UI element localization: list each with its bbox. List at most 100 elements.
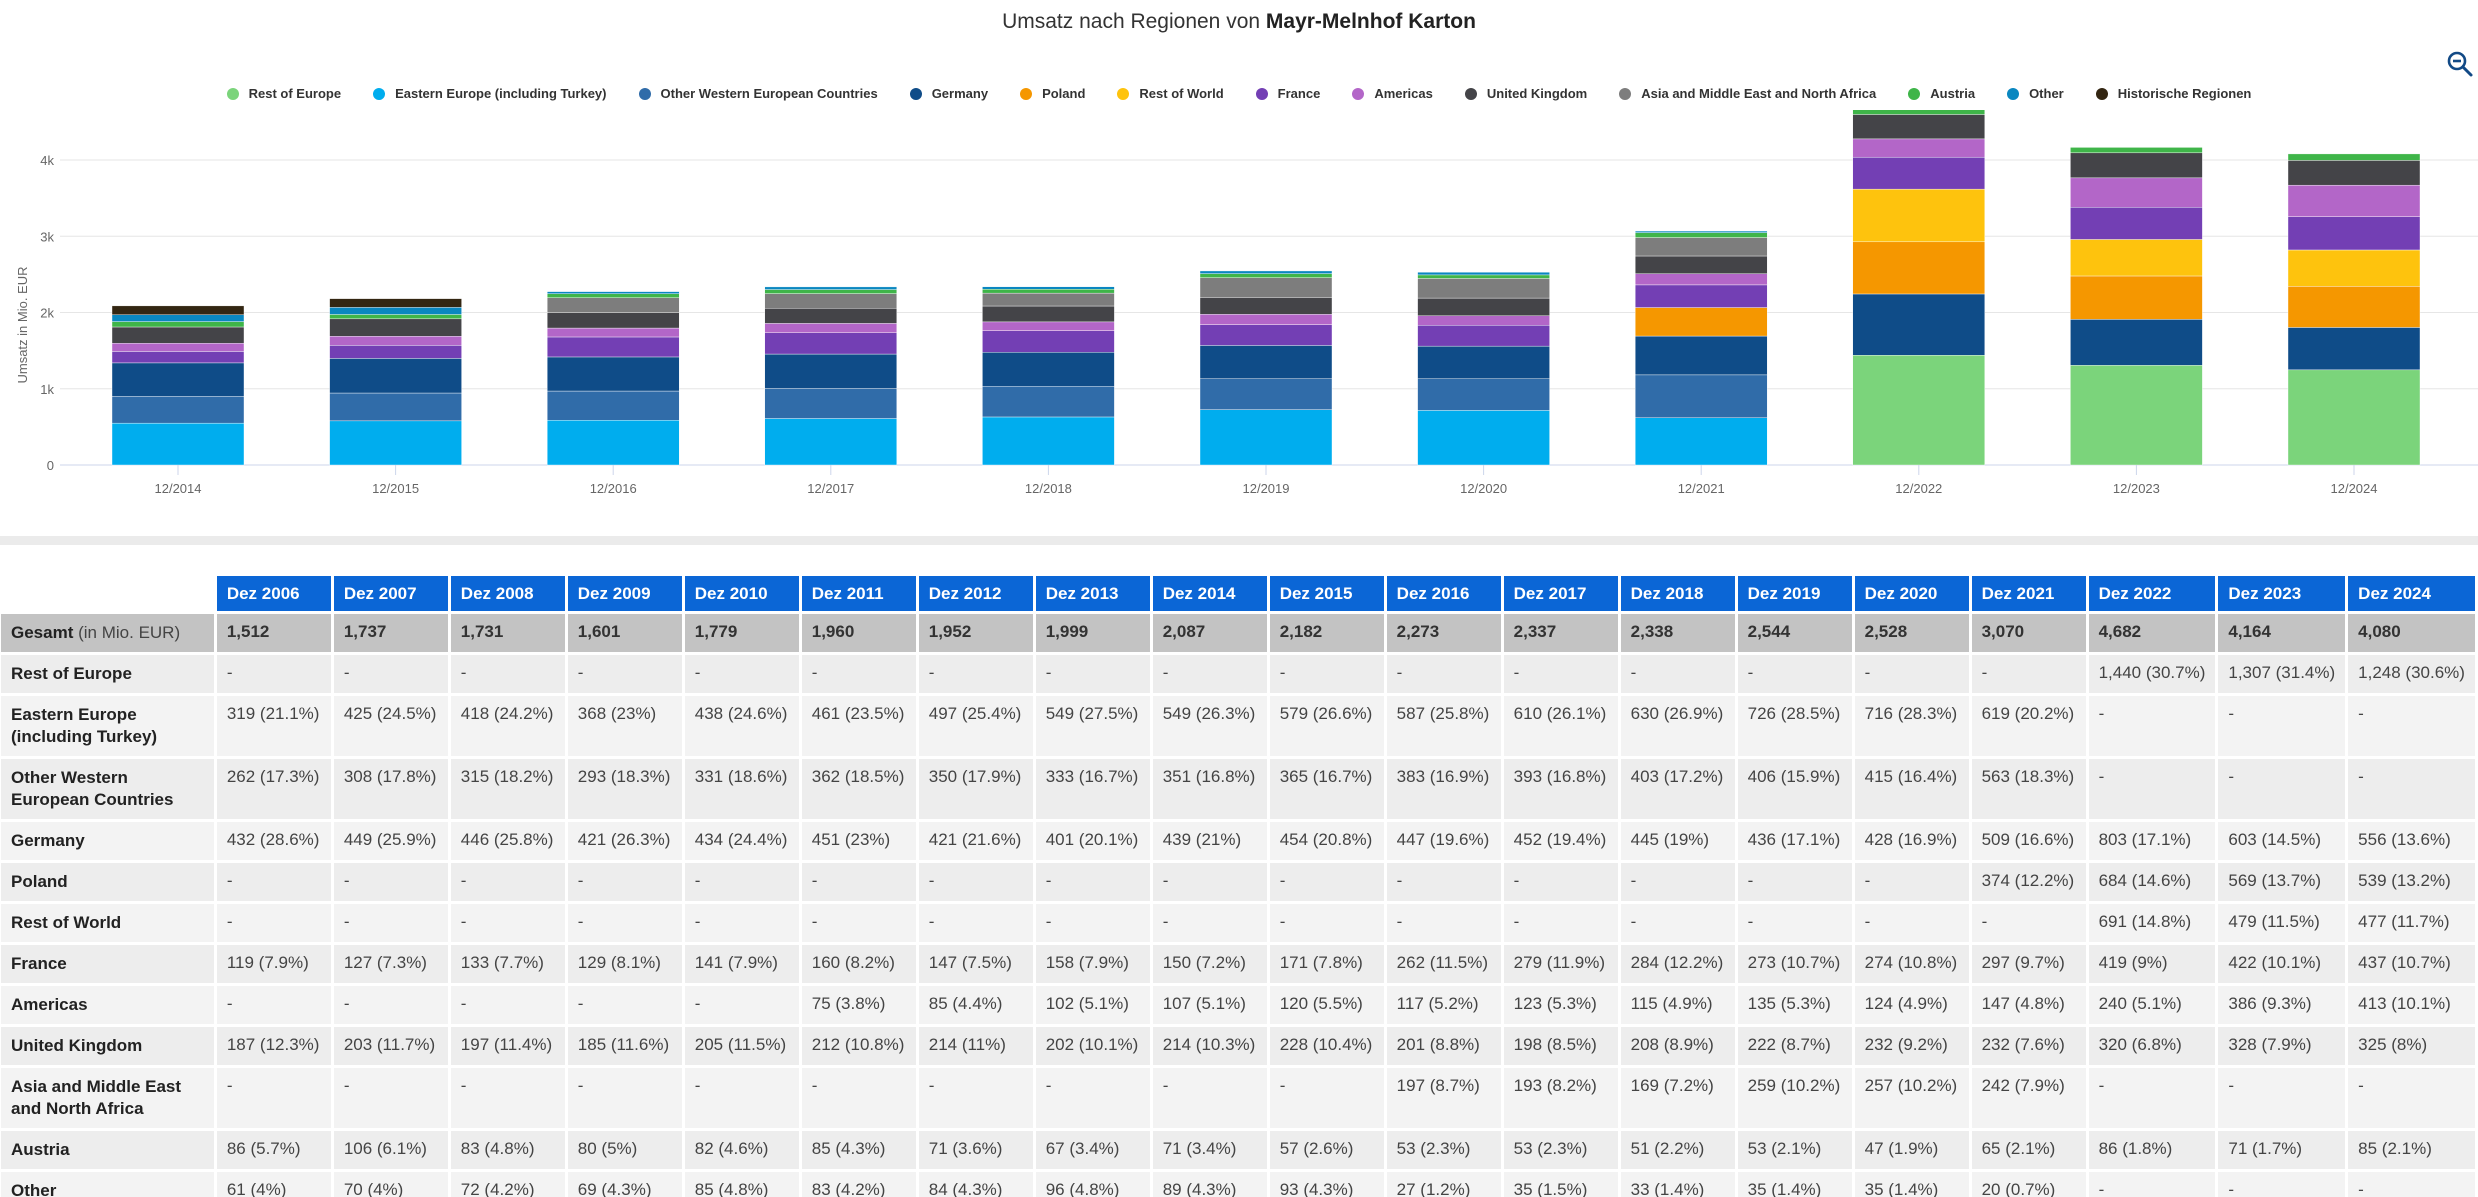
legend-item[interactable]: Other (2007, 86, 2064, 101)
bar-segment[interactable] (982, 289, 1115, 294)
bar-segment[interactable] (2287, 327, 2421, 371)
legend-item[interactable]: Poland (1020, 86, 1085, 101)
column-header[interactable]: Dez 2007 (333, 576, 448, 611)
legend-item[interactable]: Historische Regionen (2095, 86, 2251, 101)
bar-segment[interactable] (982, 286, 1115, 290)
column-header[interactable]: Dez 2012 (918, 576, 1033, 611)
bar-segment[interactable] (764, 418, 897, 466)
bar-segment[interactable] (1852, 114, 1986, 140)
legend-item[interactable]: Other Western European Countries (638, 86, 878, 101)
bar-segment[interactable] (111, 351, 245, 364)
column-header[interactable]: Dez 2019 (1737, 576, 1852, 611)
column-header[interactable]: Dez 2006 (216, 576, 331, 611)
bar-segment[interactable] (982, 321, 1115, 331)
bar-segment[interactable] (2287, 153, 2421, 161)
bar-segment[interactable] (111, 326, 245, 344)
bar-segment[interactable] (1417, 274, 1550, 279)
bar-segment[interactable] (982, 305, 1115, 323)
bar-segment[interactable] (982, 416, 1115, 466)
bar-segment[interactable] (111, 314, 245, 322)
bar-segment[interactable] (547, 293, 680, 298)
bar-segment[interactable] (1417, 325, 1550, 347)
data-table-container[interactable]: Dez 2006 Dez 2007 Dez 2008 Dez 2009 Dez 2010… (0, 573, 2478, 1197)
bar-segment[interactable] (1417, 410, 1550, 466)
bar-segment[interactable] (1417, 315, 1550, 326)
column-header[interactable]: Dez 2009 (567, 576, 682, 611)
bar-segment[interactable] (547, 356, 680, 392)
bar-segment[interactable] (1199, 273, 1333, 278)
bar-segment[interactable] (1852, 293, 1986, 356)
bar-segment[interactable] (2070, 365, 2203, 466)
bar-segment[interactable] (1852, 241, 1986, 295)
column-header[interactable]: Dez 2023 (2218, 576, 2346, 611)
bar-segment[interactable] (1634, 273, 1768, 286)
bar-segment[interactable] (2287, 160, 2421, 186)
column-header[interactable]: Dez 2015 (1269, 576, 1384, 611)
bar-segment[interactable] (2070, 239, 2203, 277)
legend-item[interactable]: Germany (909, 86, 988, 101)
bar-segment[interactable] (111, 305, 245, 315)
bar-segment[interactable] (1199, 277, 1333, 298)
column-header[interactable]: Dez 2017 (1503, 576, 1618, 611)
bar-segment[interactable] (2070, 147, 2203, 154)
column-header[interactable]: Dez 2010 (684, 576, 799, 611)
legend-item[interactable]: Asia and Middle East and North Africa (1619, 86, 1876, 101)
column-header[interactable]: Dez 2018 (1620, 576, 1735, 611)
bar-segment[interactable] (1634, 230, 1768, 233)
bar-segment[interactable] (1417, 272, 1550, 276)
bar-segment[interactable] (1852, 156, 1986, 190)
bar-segment[interactable] (982, 352, 1115, 387)
bar-segment[interactable] (2287, 286, 2421, 328)
legend-item[interactable]: Austria (1908, 86, 1975, 101)
zoom-out-button[interactable] (2446, 50, 2474, 78)
column-header[interactable]: Dez 2008 (450, 576, 565, 611)
column-header[interactable]: Dez 2022 (2088, 576, 2216, 611)
bar-segment[interactable] (329, 314, 462, 320)
bar-segment[interactable] (982, 330, 1115, 353)
bar-segment[interactable] (1417, 378, 1550, 411)
bar-segment[interactable] (1199, 345, 1333, 379)
bar-segment[interactable] (547, 336, 680, 358)
bar-segment[interactable] (1852, 138, 1986, 158)
bar-segment[interactable] (1852, 110, 1986, 115)
bar-segment[interactable] (329, 420, 462, 466)
bar-segment[interactable] (764, 308, 897, 324)
bar-segment[interactable] (1634, 335, 1768, 376)
bar-segment[interactable] (111, 362, 245, 397)
column-header[interactable]: Dez 2013 (1035, 576, 1150, 611)
bar-segment[interactable] (1634, 417, 1768, 466)
bar-segment[interactable] (1417, 297, 1550, 316)
column-header[interactable]: Dez 2021 (1971, 576, 2086, 611)
bar-segment[interactable] (2287, 216, 2421, 251)
bar-segment[interactable] (329, 345, 462, 359)
bar-segment[interactable] (111, 422, 245, 466)
bar-segment[interactable] (329, 307, 462, 315)
column-header[interactable]: Dez 2024 (2348, 576, 2475, 611)
column-header[interactable]: Dez 2014 (1152, 576, 1267, 611)
bar-segment[interactable] (1417, 345, 1550, 379)
bar-segment[interactable] (1199, 314, 1333, 325)
bar-segment[interactable] (1634, 237, 1768, 257)
bar-segment[interactable] (2287, 184, 2421, 217)
bar-segment[interactable] (1199, 297, 1333, 315)
bar-segment[interactable] (2070, 177, 2203, 208)
bar-segment[interactable] (764, 323, 897, 333)
bar-segment[interactable] (547, 327, 680, 338)
bar-segment[interactable] (547, 420, 680, 466)
bar-segment[interactable] (1634, 307, 1768, 337)
bar-segment[interactable] (1199, 270, 1333, 274)
bar-segment[interactable] (2070, 207, 2203, 240)
bar-segment[interactable] (764, 293, 897, 309)
bar-segment[interactable] (1199, 324, 1333, 346)
column-header[interactable]: Dez 2020 (1854, 576, 1969, 611)
bar-segment[interactable] (111, 396, 245, 424)
legend-item[interactable]: Americas (1352, 86, 1433, 101)
legend-item[interactable]: Eastern Europe (including Turkey) (373, 86, 607, 101)
bar-segment[interactable] (1417, 278, 1550, 299)
bar-segment[interactable] (764, 332, 897, 355)
bar-segment[interactable] (1199, 378, 1333, 410)
bar-segment[interactable] (982, 386, 1115, 418)
bar-segment[interactable] (764, 286, 897, 290)
bar-segment[interactable] (2070, 319, 2203, 366)
bar-segment[interactable] (547, 390, 680, 421)
